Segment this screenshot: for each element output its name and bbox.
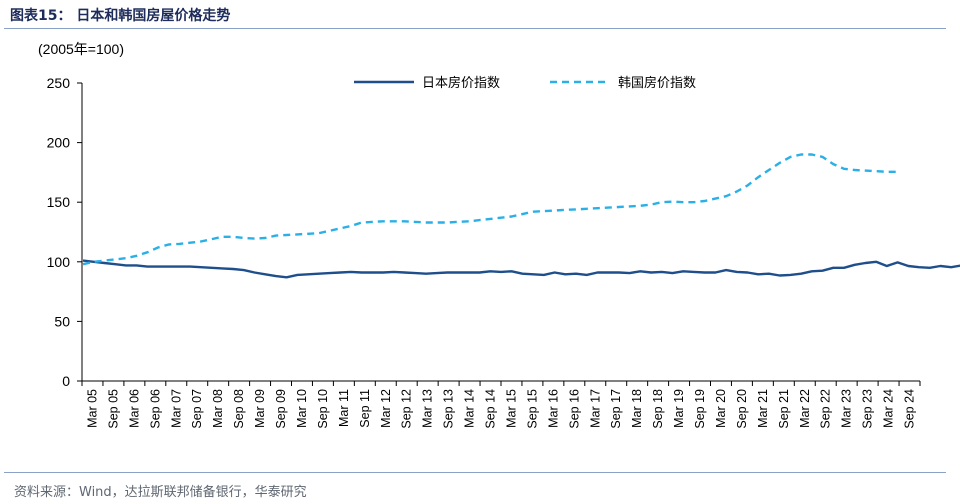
x-tick-label: Sep 13 [442,389,456,429]
x-tick-label: Sep 07 [190,389,204,429]
x-tick-label: Mar 21 [756,389,770,428]
chart-legend: 日本房价指数 韩国房价指数 [354,75,696,91]
x-tick-label: Mar 05 [85,389,99,428]
x-tick-label: Mar 07 [169,389,183,428]
x-tick-label: Mar 10 [295,389,309,428]
x-tick-label: Mar 18 [630,389,644,428]
series-line-japan [82,259,960,279]
x-tick-label: Sep 20 [735,389,749,429]
x-tick-label: Sep 17 [609,389,623,429]
x-tick-label: Sep 06 [148,389,162,429]
series-line-korea [82,153,898,266]
y-tick-label: 250 [47,75,71,91]
x-tick-label: Mar 06 [127,389,141,428]
x-tick-label: Mar 13 [421,389,435,428]
x-tick-label: Mar 12 [379,389,393,428]
chart-title: 图表15： 日本和韩国房屋价格走势 [10,8,231,24]
y-tick-label: 150 [47,194,71,210]
legend-label-korea: 韩国房价指数 [618,75,696,91]
y-unit-label: (2005年=100) [38,41,124,57]
x-tick-label: Mar 09 [253,389,267,428]
y-tick-label: 100 [47,254,71,270]
y-tick-label: 0 [62,373,70,389]
header-bar: 图表15： 日本和韩国房屋价格走势 [4,0,946,29]
footer-bar: 资料来源：Wind，达拉斯联邦储备银行，华泰研究 [4,472,946,503]
x-tick-label: Sep 24 [903,389,917,429]
x-tick-label: Mar 16 [546,389,560,428]
chart-lines [82,153,960,279]
x-tick-label: Sep 19 [693,389,707,429]
x-tick-label: Sep 23 [861,389,875,429]
x-tick-label: Sep 05 [106,389,120,429]
x-tick-label: Mar 08 [211,389,225,428]
x-tick-label: Sep 16 [567,389,581,429]
x-tick-label: Sep 11 [358,389,372,428]
x-tick-label: Sep 12 [400,389,414,429]
x-tick-label: Sep 15 [525,389,539,429]
x-tick-label: Mar 11 [337,389,351,427]
x-tick-label: Mar 20 [714,389,728,428]
x-tick-label: Sep 14 [484,389,498,429]
x-tick-label: Mar 19 [672,389,686,428]
y-tick-label: 200 [47,135,71,151]
x-tick-label: Mar 24 [882,389,896,428]
x-tick-label: Sep 09 [274,389,288,429]
chart-axes: (2005年=100) 0 50 100 150 200 250 Mar 05 Sep 05 Ma… [38,41,921,429]
x-tick-label: Sep 08 [232,389,246,429]
x-tick-label: Mar 17 [588,389,602,428]
y-tick-label: 50 [54,313,70,329]
legend-label-japan: 日本房价指数 [422,75,500,91]
x-tick-label: Sep 18 [651,389,665,429]
x-tick-label: Sep 10 [316,389,330,429]
x-tick-label: Sep 21 [777,389,791,429]
source-note: 资料来源：Wind，达拉斯联邦储备银行，华泰研究 [14,485,307,500]
x-tick-label: Mar 23 [840,389,854,428]
x-tick-label: Mar 14 [463,389,477,428]
x-tick-label: Mar 15 [504,389,518,428]
x-tick-label: Mar 22 [798,389,812,428]
x-tick-label: Sep 22 [819,389,833,429]
